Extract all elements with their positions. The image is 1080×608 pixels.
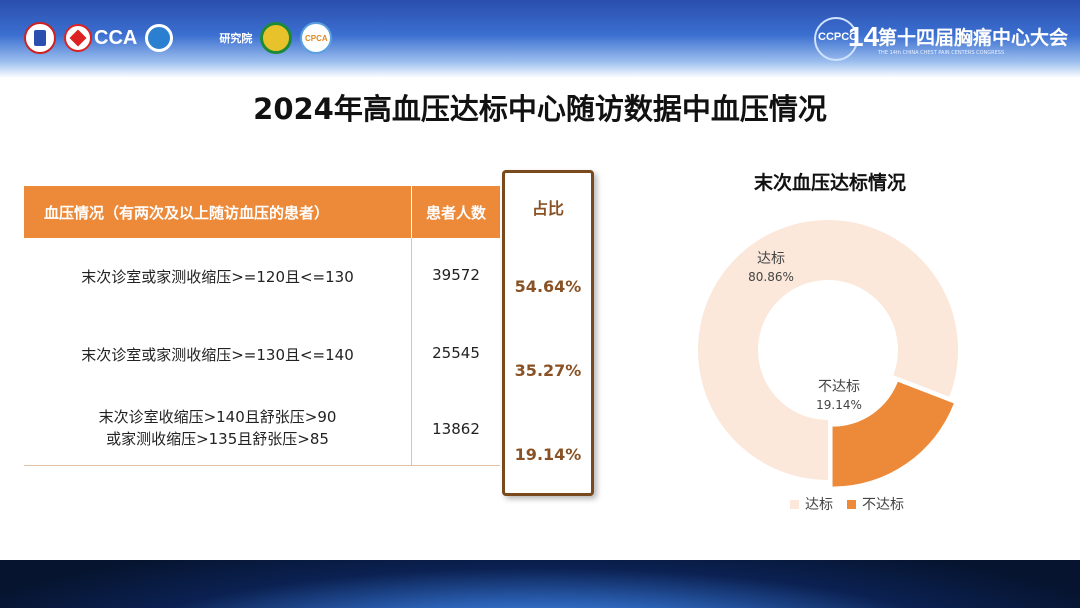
condition-text-line-2: 或家测收缩压>135且舒张压>85 — [106, 430, 329, 448]
table-row: 末次诊室或家测收缩压>=120且<=130 39572 — [24, 238, 500, 316]
cpca-logo: CPCA — [300, 22, 333, 54]
institute-logo-text: 研究院 — [219, 32, 253, 45]
chart-title: 末次血压达标情况 — [753, 172, 906, 194]
legend-item-fail: 不达标 — [847, 494, 904, 514]
conference-badge-number: 14 — [848, 21, 880, 52]
slice-label-pass-value: 80.86% — [748, 270, 794, 284]
condition-cell: 末次诊室或家测收缩压>=120且<=130 — [24, 238, 412, 316]
conference-subtitle: THE 14th CHINA CHEST PAIN CENTERS CONGRE… — [878, 49, 1005, 56]
table-row: 末次诊室或家测收缩压>=130且<=140 25545 — [24, 316, 500, 394]
column-header-share: 占比 — [531, 199, 564, 218]
cpca-logo-text: CPCA — [305, 33, 328, 43]
cca-logo: CCA — [64, 22, 137, 54]
heart-icon — [64, 24, 92, 52]
share-highlight-column: 占比 54.64% 35.27% 19.14% — [502, 170, 594, 496]
footer-earth-banner — [0, 560, 1080, 608]
slice-label-fail: 不达标 19.14% — [804, 378, 874, 414]
slice-label-fail-value: 19.14% — [816, 398, 862, 412]
society-logo-icon — [24, 22, 56, 54]
donut-slice-pass — [698, 220, 959, 480]
page-title: 2024年高血压达标中心随访数据中血压情况 — [253, 92, 827, 126]
donut-chart — [698, 220, 959, 487]
legend-label-pass: 达标 — [805, 497, 833, 513]
count-cell: 13862 — [432, 420, 480, 438]
header-banner: CCA 研究院 CPCA CCPCC 14 第十四届胸痛中心大会 THE 14t… — [0, 0, 1080, 78]
legend-swatch-fail — [847, 499, 856, 509]
conference-title-block: 第十四届胸痛中心大会 THE 14th CHINA CHEST PAIN CEN… — [878, 23, 1068, 56]
table-row: 末次诊室收缩压>140且舒张压>90 或家测收缩压>135且舒张压>85 138… — [24, 394, 500, 466]
cca-logo-text: CCA — [94, 26, 138, 49]
condition-cell: 末次诊室或家测收缩压>=130且<=140 — [24, 316, 412, 394]
logo-strip: CCA 研究院 CPCA — [24, 20, 333, 56]
conference-logo: CCPCC 14 第十四届胸痛中心大会 THE 14th CHINA CHEST… — [810, 14, 1068, 64]
slice-label-pass: 达标 80.86% — [736, 250, 806, 286]
conference-badge: CCPCC 14 — [810, 17, 879, 61]
slice-label-pass-name: 达标 — [757, 251, 785, 267]
condition-text: 末次诊室或家测收缩压>=120且<=130 — [81, 268, 354, 286]
condition-text-line-1: 末次诊室收缩压>140且舒张压>90 — [98, 408, 337, 426]
share-value: 19.14% — [514, 445, 582, 464]
table-header: 血压情况（有两次及以上随访血压的患者） 患者人数 — [24, 186, 500, 238]
badge-ring-icon — [814, 17, 858, 61]
condition-cell: 末次诊室收缩压>140且舒张压>90 或家测收缩压>135且舒张压>85 — [24, 394, 412, 465]
legend-item-pass: 达标 — [790, 494, 833, 514]
share-value: 54.64% — [514, 277, 582, 296]
column-header-count: 患者人数 — [425, 203, 486, 222]
share-value: 35.27% — [514, 361, 582, 380]
institute-emblem-icon — [145, 24, 174, 52]
conference-badge-label: CCPCC — [818, 31, 858, 43]
donut-slice-fail — [832, 381, 954, 487]
count-cell: 39572 — [432, 266, 480, 284]
green-emblem-icon — [260, 22, 293, 54]
condition-text: 末次诊室或家测收缩压>=130且<=140 — [81, 346, 354, 364]
count-cell: 25545 — [432, 344, 480, 362]
conference-title: 第十四届胸痛中心大会 — [878, 26, 1069, 49]
legend-label-fail: 不达标 — [862, 497, 904, 513]
legend-swatch-pass — [790, 499, 799, 509]
institute-logo: 研究院 — [145, 22, 252, 54]
column-header-condition: 血压情况（有两次及以上随访血压的患者） — [24, 186, 412, 238]
slice-label-fail-name: 不达标 — [818, 379, 860, 395]
chart-legend: 达标 不达标 — [790, 494, 904, 514]
